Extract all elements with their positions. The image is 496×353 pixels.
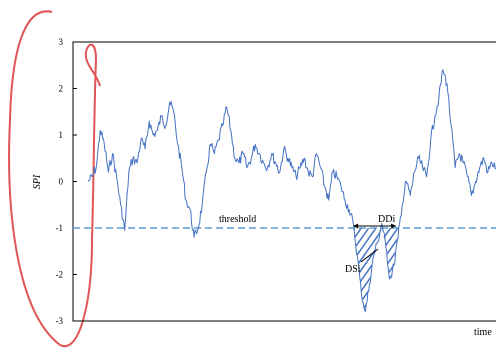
- y-tick-label: -3: [56, 316, 64, 326]
- spi-series-line: [87, 69, 496, 313]
- duration-arrow: [353, 223, 397, 229]
- y-tick-label: 0: [59, 177, 64, 187]
- y-axis-ticks: 3 2 1 0 -1 -2 -3: [56, 37, 77, 326]
- duration-arrow-head: [391, 223, 397, 229]
- x-axis-label: time: [474, 327, 492, 338]
- y-tick-label: -1: [56, 223, 64, 233]
- duration-label: DDi: [378, 214, 395, 225]
- y-tick-label: 1: [59, 130, 64, 140]
- duration-arrow-head: [353, 223, 359, 229]
- y-tick-label: 2: [59, 84, 64, 94]
- deficit-area: [353, 228, 399, 312]
- y-tick-label: -2: [56, 270, 64, 280]
- severity-label: DSi: [345, 264, 361, 275]
- threshold-label: threshold: [219, 214, 256, 225]
- y-axis-label: SPI: [32, 174, 43, 189]
- y-tick-label: 3: [59, 37, 64, 47]
- plot-frame: [72, 41, 496, 322]
- severity-leader: [360, 248, 379, 263]
- plot-border: [72, 41, 496, 322]
- red-annotation-loop: [8, 10, 101, 348]
